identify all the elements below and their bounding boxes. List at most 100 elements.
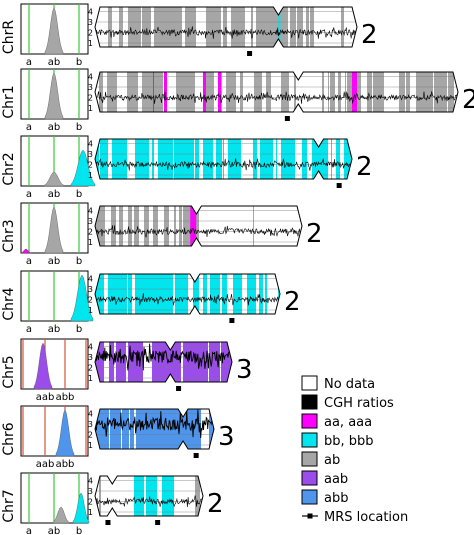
allele-state-band [98,409,102,449]
allele-state-band [276,139,277,179]
allele-state-band [154,72,159,112]
legend-label: No data [324,377,375,392]
allele-state-band [230,139,233,179]
allele-state-band [317,139,321,179]
allele-state-band [185,409,189,449]
allele-state-band [129,7,134,47]
allele-state-band [129,206,132,246]
allele-state-band [338,139,340,179]
allele-state-band [161,7,165,47]
allele-state-band [99,72,103,112]
allele-state-band [210,7,213,47]
chromosome-outline [94,205,303,247]
legend-swatch [301,432,318,448]
chromosome-body [95,72,458,112]
allele-state-band [281,7,284,47]
allele-state-band [168,409,172,449]
allele-state-band [203,274,204,314]
allele-state-band [294,139,295,179]
allele-state-band [295,72,296,112]
legend-label: abb [324,491,348,506]
allele-state-band [142,72,145,112]
allele-state-band [116,409,118,449]
allele-state-band [416,72,417,112]
allele-state-band [193,274,195,314]
histogram-peak [44,206,64,254]
allele-state-band [367,72,368,112]
histogram-peak [20,248,32,254]
histogram-tick-label: ab [48,526,60,535]
cgh-ratio-trace [95,495,203,508]
allele-state-band [142,7,145,47]
allele-state-band [206,72,207,112]
histogram-frame [20,338,89,390]
allele-state-band [135,476,140,516]
chromosome-label: Chr5 [1,355,17,388]
mrs-marker [284,116,290,121]
allele-state-band [228,139,230,179]
allele-state-band [118,409,120,449]
allele-state-band [170,7,174,47]
allele-state-band [130,72,135,112]
allele-state-band [160,72,161,112]
allele-state-band [122,7,123,47]
allele-state-band [235,7,240,47]
allele-state-band [218,72,221,112]
allele-state-band [149,409,153,449]
allele-state-band [237,274,240,314]
allele-state-band [300,7,303,47]
chromosome-outline [94,273,281,315]
allele-state-band [417,72,421,112]
allele-state-band [209,139,213,179]
allele-state-band [170,476,174,516]
allele-state-band [298,7,299,47]
allele-state-band [195,274,198,314]
allele-state-band [258,72,262,112]
y-tick-label: 2 [88,161,93,170]
allele-state-band [378,72,381,112]
allele-state-band [211,409,212,449]
allele-state-band [427,72,430,112]
allele-state-band [259,274,263,314]
y-tick-label: 3 [88,150,93,159]
allele-state-band [128,274,132,314]
histogram-peak [44,7,64,55]
allele-state-band [266,72,271,112]
allele-state-band [174,206,176,246]
histogram-tick-label: a [26,122,32,133]
cgh-ratio-trace [95,26,357,39]
allele-histogram: aab abb [20,338,89,403]
allele-state-band [212,409,213,449]
y-tick-label: 4 [88,410,93,419]
allele-state-band [278,274,280,314]
allele-state-band [189,342,193,382]
allele-state-band [138,139,143,179]
ploidy-label: 2 [356,152,373,182]
allele-state-band [154,274,156,314]
cgh-y-axis: 12 34 [88,207,93,248]
allele-state-band [130,409,134,449]
allele-state-band [207,72,208,112]
chromosome-outline [94,6,358,48]
allele-state-band [178,139,180,179]
allele-state-band [159,72,160,112]
allele-state-band [400,72,405,112]
allele-state-band [442,72,444,112]
legend-label: MRS location [324,510,408,525]
allele-state-band [285,72,289,112]
allele-state-band [254,72,258,112]
cgh-ratio-trace [95,293,280,306]
histogram-tick-label: ab [48,189,60,200]
allele-state-band [383,72,384,112]
legend-label: aa, aaa [324,415,372,430]
allele-state-band [286,139,289,179]
allele-state-band [161,72,163,112]
allele-state-band [108,7,112,47]
cgh-ratio-trace [95,158,352,171]
allele-histogram: a ab b [20,270,94,335]
allele-state-band [344,139,349,179]
